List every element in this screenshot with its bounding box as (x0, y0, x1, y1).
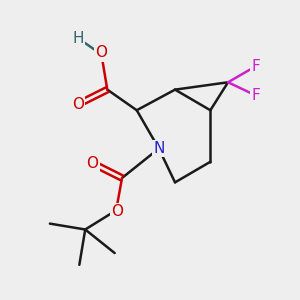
Text: F: F (252, 58, 260, 74)
Text: N: N (153, 141, 164, 156)
Text: O: O (95, 45, 107, 60)
Text: F: F (252, 88, 260, 103)
Text: O: O (87, 156, 99, 171)
Text: H: H (72, 31, 84, 46)
Text: O: O (112, 204, 124, 219)
Text: O: O (72, 97, 84, 112)
